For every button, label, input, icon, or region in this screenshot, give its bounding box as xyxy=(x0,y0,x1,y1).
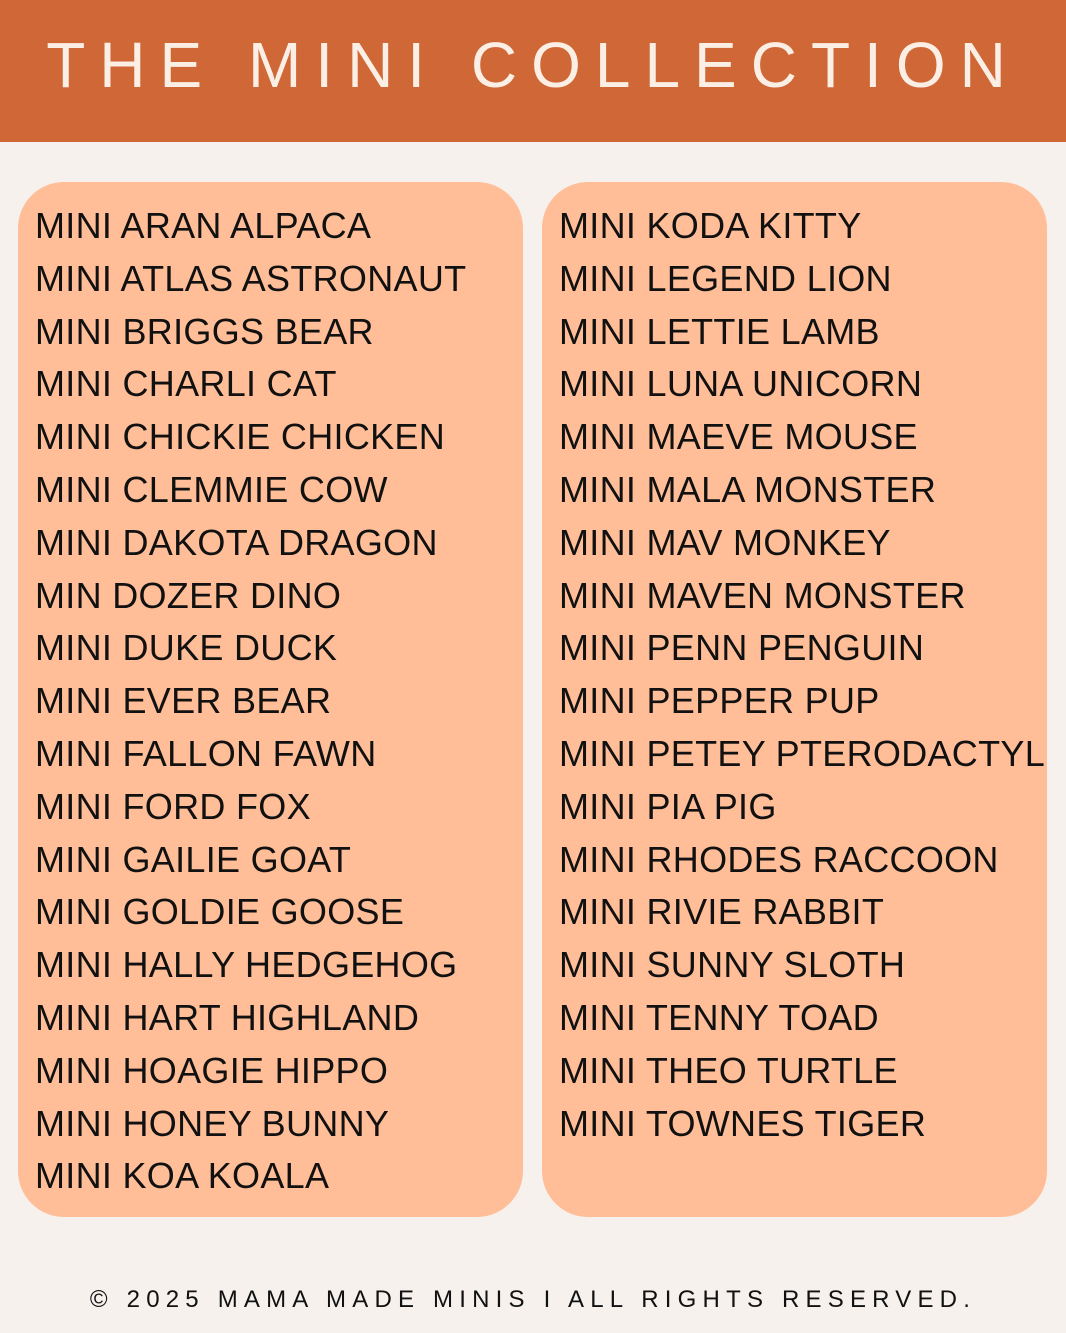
list-item: MIN DOZER DINO xyxy=(35,574,342,616)
list-item: MINI BRIGGS BEAR xyxy=(35,310,374,352)
left-list-panel: MINI ARAN ALPACA MINI ATLAS ASTRONAUT MINI… xyxy=(18,182,523,1217)
list-item: MINI DUKE DUCK xyxy=(35,627,338,669)
list-item: MINI PEPPER PUP xyxy=(559,680,880,722)
list-item: MINI ARAN ALPACA xyxy=(35,205,372,246)
list-item: MINI MAVEN MONSTER xyxy=(559,574,966,616)
list-item: MINI RHODES RACCOON xyxy=(559,838,999,880)
header-banner: THE MINI COLLECTION xyxy=(0,0,1066,142)
right-list-panel: MINI KODA KITTY MINI LEGEND LION MINI LETT… xyxy=(542,182,1047,1217)
list-item: MINI RIVIE RABBIT xyxy=(559,891,885,933)
list-item: MINI EVER BEAR xyxy=(35,680,332,722)
list-item: MINI MALA MONSTER xyxy=(559,468,937,510)
list-item: MINI FALLON FAWN xyxy=(35,732,377,774)
list-item: MINI GOLDIE GOOSE xyxy=(35,891,405,933)
list-item: MINI KODA KITTY xyxy=(559,205,862,246)
list-item: MINI MAEVE MOUSE xyxy=(559,416,918,458)
list-item: MINI HONEY BUNNY xyxy=(35,1102,390,1144)
list-item: MINI ATLAS ASTRONAUT xyxy=(35,257,467,299)
copyright-footer: © 2025 MAMA MADE MINIS I ALL RIGHTS RESE… xyxy=(89,1286,977,1313)
list-item: MINI LUNA UNICORN xyxy=(559,363,923,405)
list-item: MINI TOWNES TIGER xyxy=(559,1102,927,1144)
list-item: MINI SUNNY SLOTH xyxy=(559,944,906,986)
list-item: MINI LEGEND LION xyxy=(559,257,892,299)
list-item: MINI GAILIE GOAT xyxy=(35,838,352,880)
list-item: MINI THEO TURTLE xyxy=(559,1049,898,1091)
list-item: MINI HOAGIE HIPPO xyxy=(35,1049,389,1091)
list-item: MINI HART HIGHLAND xyxy=(35,996,420,1038)
list-item: MINI DAKOTA DRAGON xyxy=(35,521,438,563)
list-item: MINI MAV MONKEY xyxy=(559,521,891,563)
list-item: MINI LETTIE LAMB xyxy=(559,310,880,352)
page-title: THE MINI COLLECTION xyxy=(46,29,1020,101)
list-item: MINI CHARLI CAT xyxy=(35,363,337,405)
list-item: MINI KOA KOALA xyxy=(35,1155,330,1197)
list-item: MINI FORD FOX xyxy=(35,785,311,827)
list-item: MINI PETEY PTERODACTYL xyxy=(559,732,1046,774)
list-item: MINI HALLY HEDGEHOG xyxy=(35,944,458,986)
list-item: MINI PIA PIG xyxy=(559,785,777,827)
list-item: MINI CHICKIE CHICKEN xyxy=(35,416,446,458)
list-item: MINI TENNY TOAD xyxy=(559,996,879,1038)
list-item: MINI PENN PENGUIN xyxy=(559,627,925,669)
list-item: MINI CLEMMIE COW xyxy=(35,468,388,510)
